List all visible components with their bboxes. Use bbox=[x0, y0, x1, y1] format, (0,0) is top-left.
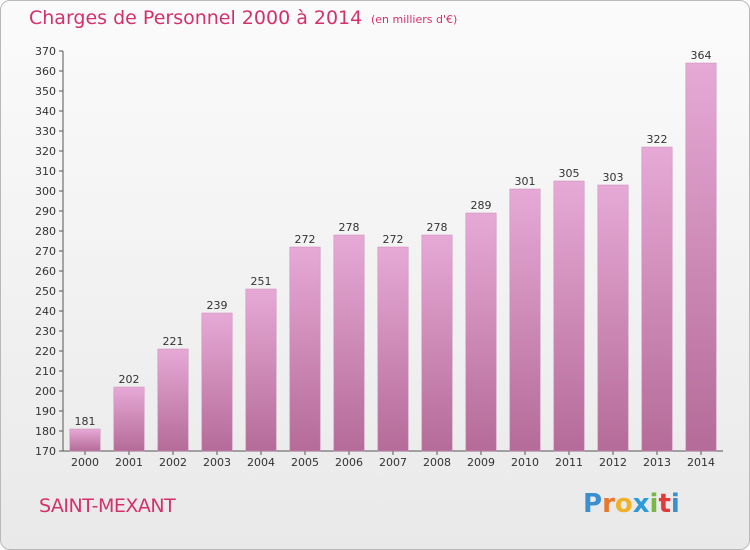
y-tick-label: 220 bbox=[35, 345, 56, 358]
y-tick-label: 260 bbox=[35, 265, 56, 278]
chart-title: Charges de Personnel 2000 à 2014 bbox=[29, 7, 363, 29]
logo-letter: i bbox=[649, 489, 659, 519]
x-tick-label: 2014 bbox=[687, 456, 715, 469]
logo-letter: t bbox=[658, 489, 671, 519]
commune-name: SAINT-MEXANT bbox=[39, 495, 176, 517]
y-tick-label: 350 bbox=[35, 85, 56, 98]
bar-value-label: 278 bbox=[427, 221, 448, 234]
bar-value-label: 364 bbox=[691, 49, 712, 62]
bar bbox=[553, 180, 585, 452]
bar-value-label: 202 bbox=[119, 373, 140, 386]
x-tick-label: 2004 bbox=[247, 456, 275, 469]
x-tick-label: 2006 bbox=[335, 456, 363, 469]
bar-value-label: 305 bbox=[559, 167, 580, 180]
chart-subtitle: (en milliers d'€) bbox=[371, 13, 458, 26]
logo-letter: i bbox=[670, 489, 680, 519]
bar bbox=[157, 348, 189, 452]
bar bbox=[289, 246, 321, 452]
y-tick-label: 320 bbox=[35, 145, 56, 158]
x-tick-label: 2007 bbox=[379, 456, 407, 469]
bar-value-label: 272 bbox=[383, 233, 404, 246]
bar-value-label: 221 bbox=[163, 335, 184, 348]
bar bbox=[245, 288, 277, 452]
bar-value-label: 303 bbox=[603, 171, 624, 184]
x-tick-label: 2005 bbox=[291, 456, 319, 469]
proxiti-logo: Proxiti bbox=[583, 489, 680, 519]
bar-value-label: 322 bbox=[647, 133, 668, 146]
bar-value-label: 239 bbox=[207, 299, 228, 312]
bar-value-label: 272 bbox=[295, 233, 316, 246]
logo-letter: x bbox=[632, 489, 650, 519]
bar bbox=[421, 234, 453, 452]
logo-letter: o bbox=[614, 489, 633, 519]
bar bbox=[465, 212, 497, 452]
bar-value-label: 289 bbox=[471, 199, 492, 212]
bar bbox=[333, 234, 365, 452]
bar-value-label: 251 bbox=[251, 275, 272, 288]
y-tick-label: 330 bbox=[35, 125, 56, 138]
y-tick-label: 190 bbox=[35, 405, 56, 418]
bar bbox=[69, 428, 101, 452]
bar bbox=[641, 146, 673, 452]
y-tick-label: 200 bbox=[35, 385, 56, 398]
logo-letter: r bbox=[602, 489, 615, 519]
y-tick-label: 290 bbox=[35, 205, 56, 218]
y-tick-label: 280 bbox=[35, 225, 56, 238]
bar bbox=[685, 62, 717, 452]
y-tick-label: 340 bbox=[35, 105, 56, 118]
y-tick-label: 270 bbox=[35, 245, 56, 258]
bar-value-label: 181 bbox=[75, 415, 96, 428]
x-tick-label: 2012 bbox=[599, 456, 627, 469]
y-tick-label: 170 bbox=[35, 445, 56, 458]
y-tick-label: 240 bbox=[35, 305, 56, 318]
bar bbox=[201, 312, 233, 452]
x-tick-label: 2002 bbox=[159, 456, 187, 469]
y-tick-label: 360 bbox=[35, 65, 56, 78]
x-tick-label: 2008 bbox=[423, 456, 451, 469]
x-tick-label: 2009 bbox=[467, 456, 495, 469]
bar-value-label: 278 bbox=[339, 221, 360, 234]
x-tick-label: 2013 bbox=[643, 456, 671, 469]
y-tick-label: 250 bbox=[35, 285, 56, 298]
y-tick-label: 180 bbox=[35, 425, 56, 438]
y-tick-label: 300 bbox=[35, 185, 56, 198]
x-tick-label: 2000 bbox=[71, 456, 99, 469]
bar bbox=[509, 188, 541, 452]
x-tick-label: 2010 bbox=[511, 456, 539, 469]
logo-letter: P bbox=[583, 489, 603, 519]
y-tick-label: 370 bbox=[35, 45, 56, 58]
x-tick-label: 2001 bbox=[115, 456, 143, 469]
bar-value-label: 301 bbox=[515, 175, 536, 188]
x-tick-label: 2011 bbox=[555, 456, 583, 469]
y-tick-label: 210 bbox=[35, 365, 56, 378]
bar bbox=[113, 386, 145, 452]
y-tick-label: 230 bbox=[35, 325, 56, 338]
x-tick-label: 2003 bbox=[203, 456, 231, 469]
y-tick-label: 310 bbox=[35, 165, 56, 178]
bar bbox=[377, 246, 409, 452]
bar bbox=[597, 184, 629, 452]
